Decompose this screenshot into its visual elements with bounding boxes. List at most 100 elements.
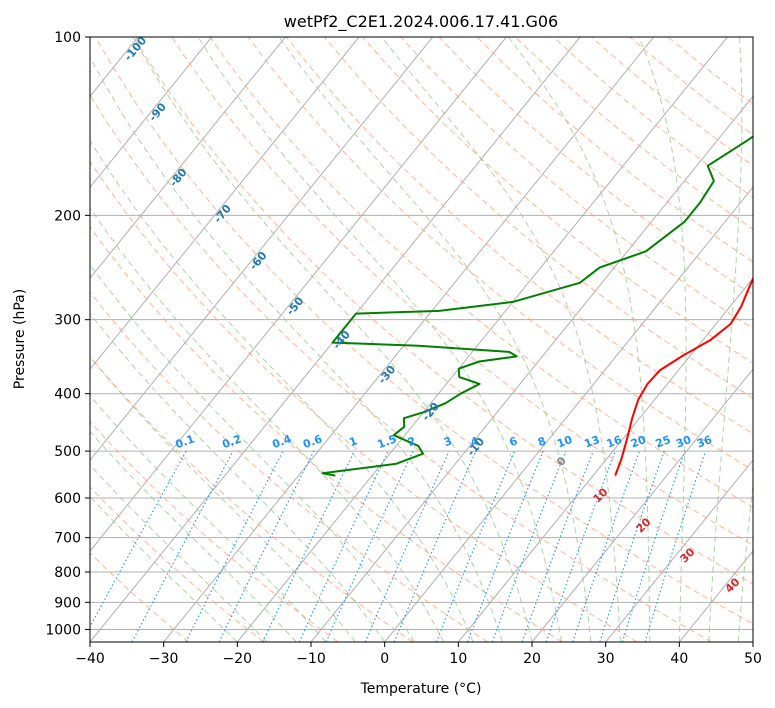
- dry-adiabat-line: [247, 37, 753, 471]
- dry-adiabat-line: [90, 552, 190, 642]
- moist-adiabat-line: [197, 37, 562, 642]
- x-tick-label: 30: [597, 651, 615, 667]
- y-tick-label: 100: [54, 30, 81, 46]
- x-tick-label: 40: [670, 651, 688, 667]
- mixing-ratio-line: [545, 450, 616, 642]
- reference-line-labels: 0.1 0.2 0.4 0.6 1 1.5 2 3 4 6 8 10 13 16 20 25 30 36-100-…: [122, 37, 743, 596]
- sounding-profiles: [321, 135, 753, 477]
- dry-adiabat-line: [324, 37, 753, 399]
- x-axis-label: Temperature (°C): [360, 681, 482, 697]
- isotherm-line: [384, 186, 753, 642]
- dry-adiabat-line: [362, 37, 753, 364]
- mixing-ratio-label: 4: [469, 434, 481, 449]
- mixing-ratio-label: 25: [654, 433, 673, 450]
- moist-adiabat-line: [90, 430, 297, 642]
- mixing-ratio-line: [218, 450, 315, 642]
- isotherm-label: -60: [247, 249, 270, 273]
- moist-adiabat-line: [90, 356, 356, 642]
- moist-adiabat-line: [638, 37, 687, 642]
- x-tick-label: 20: [523, 651, 541, 667]
- mixing-ratio-label: 8: [536, 434, 548, 449]
- y-axis-label: Pressure (hPa): [12, 289, 28, 389]
- dry-adiabat-line: [90, 291, 488, 642]
- mixing-ratio-line: [521, 450, 594, 642]
- dry-adiabat-line: [90, 94, 712, 642]
- mixing-ratio-label: 16: [605, 433, 624, 451]
- temperature-profile: [614, 276, 753, 476]
- x-axis-ticks: −40 −30 −20 −10 0 10 20 30 40 50: [75, 642, 762, 667]
- mixing-ratio-label: 2: [406, 434, 418, 449]
- moist-adiabat-line: [90, 312, 386, 642]
- isotherm-line: [0, 37, 64, 642]
- mixing-ratio-line: [325, 450, 414, 642]
- mixing-ratio-line: [435, 450, 516, 642]
- moist-adiabat-line: [90, 464, 268, 642]
- x-tick-label: −10: [296, 651, 326, 667]
- mixing-ratio-label: 0.2: [220, 432, 243, 451]
- mixing-ratio-line: [572, 450, 641, 642]
- mixing-ratio-line: [185, 450, 284, 642]
- dry-adiabat-line: [400, 37, 753, 330]
- moist-adiabat-line: [90, 207, 445, 642]
- isotherm-line: [236, 37, 728, 642]
- moist-adiabat-line: [90, 56, 503, 642]
- mixing-ratio-line: [393, 450, 477, 642]
- mixing-ratio-label: 6: [508, 434, 520, 449]
- mixing-ratio-line: [621, 450, 686, 642]
- y-tick-label: 800: [54, 565, 81, 581]
- dewpoint-profile: [321, 135, 753, 477]
- chart-title: wetPf2_C2E1.2024.006.17.41.G06: [284, 12, 558, 32]
- isotherm-label: -80: [167, 166, 190, 190]
- mixing-ratio-label: 0.1: [174, 432, 197, 451]
- moist-adiabat-label: 20: [634, 515, 654, 535]
- isotherm-line: [752, 641, 753, 642]
- dry-adiabat-line: [90, 226, 563, 642]
- y-tick-label: 1000: [45, 622, 81, 638]
- mixing-ratio-label: 0.4: [270, 432, 293, 451]
- dry-adiabat-line: [90, 355, 414, 642]
- moist-adiabat-label: 40: [723, 575, 743, 595]
- x-tick-label: −20: [223, 651, 253, 667]
- moist-adiabat-line: [381, 37, 621, 642]
- x-tick-label: 50: [744, 651, 762, 667]
- moist-adiabat-line: [90, 139, 474, 642]
- dry-adiabat-line: [95, 37, 753, 625]
- y-axis-ticks: 100 200 300 400 500 600 700 800 900 1000: [45, 30, 90, 638]
- moist-adiabat-line: [508, 37, 651, 642]
- mixing-ratio-label: 1: [347, 434, 359, 449]
- isotherm-line: [605, 459, 753, 642]
- isotherm-line: [163, 37, 655, 642]
- dry-adiabat-line: [438, 37, 753, 296]
- mixing-ratio-line: [644, 450, 707, 642]
- mixing-ratio-label: 30: [674, 433, 693, 451]
- isotherm-line: [90, 37, 360, 370]
- x-tick-label: 10: [449, 651, 467, 667]
- dry-adiabat-line: [90, 160, 638, 642]
- moist-adiabat-line: [737, 480, 753, 642]
- isotherm-label: -70: [211, 202, 234, 226]
- mixing-ratio-label: 1.5: [376, 432, 399, 451]
- mixing-ratio-line: [599, 450, 665, 642]
- y-tick-label: 200: [54, 208, 81, 224]
- dry-adiabat-line: [133, 37, 753, 585]
- isotherm-line: [90, 37, 434, 461]
- x-tick-label: 0: [380, 651, 389, 667]
- plot-frame: [89, 36, 754, 643]
- moist-adiabat-line: [90, 395, 327, 642]
- mixing-ratio-line: [131, 450, 234, 642]
- isotherm-line: [90, 37, 286, 280]
- y-tick-label: 900: [54, 595, 81, 611]
- mixing-ratio-line: [491, 450, 567, 642]
- moist-adiabat-label: 0: [554, 454, 569, 469]
- mixing-ratio-label: 36: [695, 433, 714, 451]
- mixing-ratio-line: [466, 450, 544, 642]
- mixing-ratio-line: [364, 450, 450, 642]
- mixing-ratio-line: [90, 450, 187, 629]
- mixing-ratio-label: 0.6: [301, 432, 324, 451]
- moist-adiabat-line: [708, 37, 743, 642]
- isotherm-label: -90: [146, 100, 169, 124]
- moist-adiabat-line: [132, 37, 533, 642]
- mixing-ratio-label: 13: [583, 433, 602, 450]
- mixing-ratio-label: 20: [629, 433, 648, 451]
- background-reference-lines: [0, 37, 753, 642]
